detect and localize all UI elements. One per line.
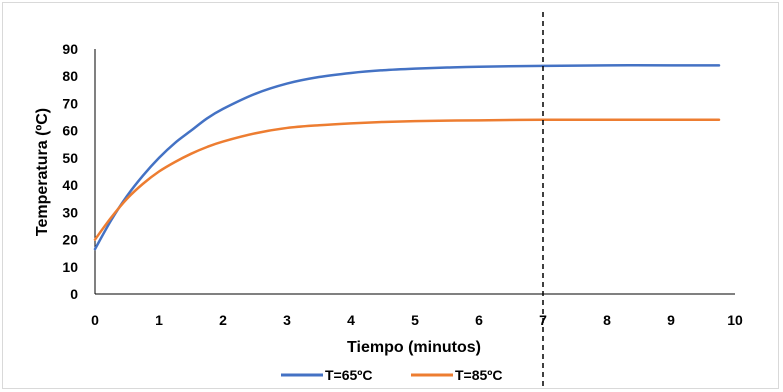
legend-label-series-1: T=65ºC — [325, 367, 373, 383]
legend: T=65ºC T=85ºC — [281, 367, 503, 383]
x-tick-label: 3 — [283, 312, 291, 328]
y-tick-labels: 0 10 20 30 40 50 60 70 80 90 — [62, 41, 78, 302]
y-tick-label: 60 — [62, 123, 78, 139]
x-tick-label: 0 — [91, 312, 99, 328]
x-tick-label: 9 — [667, 312, 675, 328]
x-axis-title: Tiempo (minutos) — [347, 339, 481, 356]
y-tick-label: 80 — [62, 68, 78, 84]
y-axis-title: Temperatura (ºC) — [34, 108, 51, 236]
x-tick-label: 6 — [475, 312, 483, 328]
y-tick-label: 20 — [62, 232, 78, 248]
y-tick-label: 90 — [62, 41, 78, 57]
series-line-1 — [93, 64, 721, 251]
series-line-2 — [93, 118, 721, 241]
y-tick-label: 10 — [62, 259, 78, 275]
x-tick-label: 8 — [603, 312, 611, 328]
legend-label-series-2: T=85ºC — [455, 367, 503, 383]
x-tick-label: 1 — [155, 312, 163, 328]
y-tick-label: 0 — [70, 286, 78, 302]
x-tick-label: 2 — [219, 312, 227, 328]
x-tick-label: 4 — [347, 312, 355, 328]
x-tick-labels: 012345678910 — [91, 312, 743, 328]
plot-area — [94, 49, 735, 295]
x-tick-label: 5 — [411, 312, 419, 328]
y-tick-label: 30 — [62, 204, 78, 220]
y-tick-label: 40 — [62, 177, 78, 193]
y-tick-label: 50 — [62, 150, 78, 166]
x-tick-label: 10 — [727, 312, 743, 328]
series-layer — [93, 64, 721, 251]
y-tick-label: 70 — [62, 95, 78, 111]
